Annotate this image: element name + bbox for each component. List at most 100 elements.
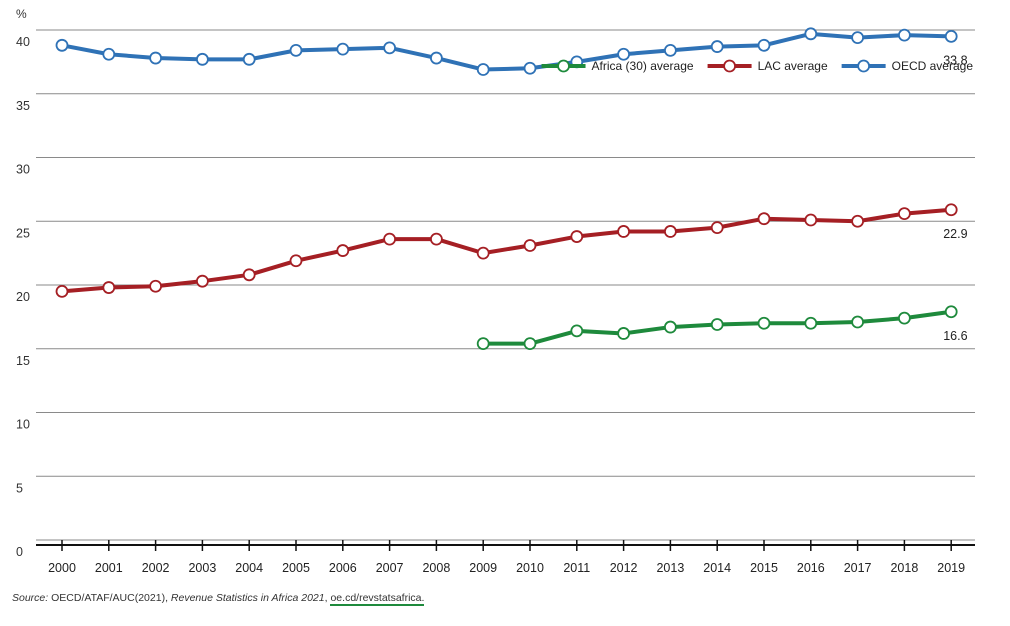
data-point [804, 27, 818, 41]
end-label: 22.9 [943, 227, 967, 241]
x-tick-label: 2007 [376, 561, 404, 575]
data-point [710, 221, 724, 235]
source-note: Source: OECD/ATAF/AUC(2021), Revenue Sta… [12, 592, 425, 606]
x-tick-label: 2003 [188, 561, 216, 575]
data-point [570, 324, 584, 338]
data-point [102, 47, 116, 61]
data-point [944, 203, 958, 217]
y-tick-label: 15 [16, 354, 30, 368]
data-point [804, 316, 818, 330]
x-tick-label: 2009 [469, 561, 497, 575]
data-point [617, 225, 630, 238]
y-tick-label: 40 [16, 35, 30, 49]
source-title: Revenue Statistics in Africa 2021 [170, 592, 325, 604]
data-point [898, 28, 911, 42]
series-line [61, 31, 952, 72]
data-point [757, 38, 771, 52]
data-point [664, 225, 677, 238]
data-point [617, 327, 630, 340]
data-point [336, 42, 350, 56]
y-tick-label: 25 [16, 226, 30, 240]
data-point [757, 212, 771, 226]
legend-swatch-marker [557, 59, 570, 73]
y-tick-label: 10 [16, 418, 30, 432]
data-point [476, 337, 490, 351]
x-tick-label: 2000 [48, 561, 76, 575]
data-point [757, 316, 771, 330]
legend-item-1: LAC average [707, 59, 828, 73]
x-tick-label: 2008 [422, 561, 450, 575]
data-point [429, 232, 443, 246]
legend-item-2: OECD average [841, 59, 974, 73]
legend-label: LAC average [758, 59, 828, 73]
x-tick-label: 2004 [235, 561, 263, 575]
x-tick-label: 2001 [95, 561, 123, 575]
data-point [195, 274, 209, 288]
x-tick-label: 2006 [329, 561, 357, 575]
x-axis: 2000 2001 2002 2003 2004 2005 2006 2007 2008 2009… [36, 540, 975, 575]
data-point [383, 41, 397, 55]
y-tick-label: 5 [16, 481, 23, 495]
data-point [523, 239, 537, 252]
end-label: 33.8 [943, 53, 967, 67]
source-link[interactable]: oe.cd/revstatsafrica. [330, 592, 425, 606]
series-layer [55, 27, 958, 351]
data-point [804, 213, 818, 227]
source-text: OECD/ATAF/AUC(2021), [51, 592, 168, 604]
x-tick-label: 2017 [844, 561, 872, 575]
data-point [242, 52, 256, 66]
x-tick-label: 2013 [656, 561, 684, 575]
end-label: 16.6 [943, 329, 967, 343]
data-point [664, 320, 677, 334]
legend-label: OECD average [892, 59, 974, 73]
data-point [149, 51, 163, 65]
y-tick-label: 20 [16, 290, 30, 304]
data-point [570, 230, 584, 243]
data-point [851, 31, 864, 45]
data-point [289, 44, 303, 57]
data-point [195, 52, 209, 66]
data-point [55, 38, 69, 52]
x-tick-label: 2012 [610, 561, 638, 575]
data-point [523, 61, 537, 75]
series-0 [476, 305, 958, 351]
y-unit-label: % [16, 7, 27, 21]
data-point [55, 284, 69, 298]
data-point [429, 51, 443, 65]
y-tick-label: 35 [16, 99, 30, 113]
y-axis: % 0 5 10 15 20 25 30 35 40 [16, 7, 30, 559]
data-point [944, 29, 958, 43]
x-tick-label: 2010 [516, 561, 544, 575]
x-tick-label: 2019 [937, 561, 965, 575]
legend-item-0: Africa (30) average [541, 59, 694, 73]
data-point [710, 40, 724, 53]
data-point [476, 63, 490, 76]
x-tick-label: 2014 [703, 561, 731, 575]
y-tick-label: 30 [16, 163, 30, 177]
series-1 [55, 203, 958, 298]
x-tick-label: 2002 [142, 561, 170, 575]
source-label: Source: [12, 592, 49, 604]
end-labels: 16.6 22.9 33.8 [943, 53, 967, 342]
data-point [944, 305, 958, 319]
data-point [476, 246, 490, 260]
x-tick-label: 2011 [563, 561, 590, 575]
data-point [898, 311, 911, 325]
data-point [336, 244, 350, 257]
data-point [102, 281, 116, 294]
legend-swatch-marker [723, 59, 736, 73]
x-tick-label: 2005 [282, 561, 310, 575]
data-point [851, 315, 864, 329]
series-2 [55, 27, 958, 76]
x-tick-label: 2018 [890, 561, 918, 575]
data-point [664, 44, 677, 57]
data-point [523, 337, 537, 351]
legend-swatch-marker [857, 59, 871, 73]
data-point [242, 268, 256, 282]
data-point [289, 254, 303, 268]
data-point [898, 207, 911, 221]
series-line [61, 207, 952, 294]
x-tick-label: 2015 [750, 561, 778, 575]
data-point [851, 214, 864, 228]
